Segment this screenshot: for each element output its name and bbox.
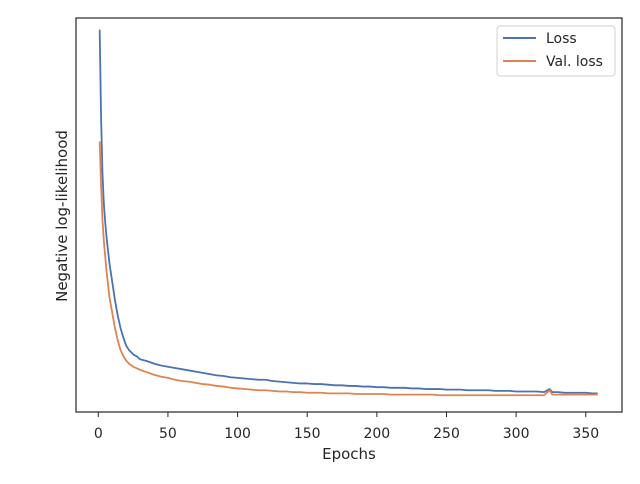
- legend-loss-label: Loss: [546, 31, 577, 47]
- axes-frame: [75, 17, 623, 413]
- y-axis-label: Negative log-likelihood: [53, 130, 71, 302]
- x-tick-label: 350: [572, 426, 599, 442]
- series-loss-line: [98, 29, 598, 395]
- x-tick-label: 100: [224, 426, 251, 442]
- series-val-loss-line: [98, 141, 598, 397]
- x-tick-label: 150: [294, 426, 321, 442]
- x-tick-label: 0: [94, 426, 103, 442]
- x-axis-label: Epochs: [322, 445, 376, 463]
- legend: Loss Val. loss: [496, 25, 616, 77]
- legend-val-loss-label: Val. loss: [546, 54, 603, 70]
- series-layer: [98, 29, 598, 397]
- x-tick-label: 200: [363, 426, 390, 442]
- x-axis: 0 50 100 150 200 250 300 350: [94, 412, 599, 442]
- x-tick-label: 300: [503, 426, 530, 442]
- x-tick-label: 250: [433, 426, 460, 442]
- plot-area: [75, 17, 623, 413]
- x-tick-label: 50: [159, 426, 177, 442]
